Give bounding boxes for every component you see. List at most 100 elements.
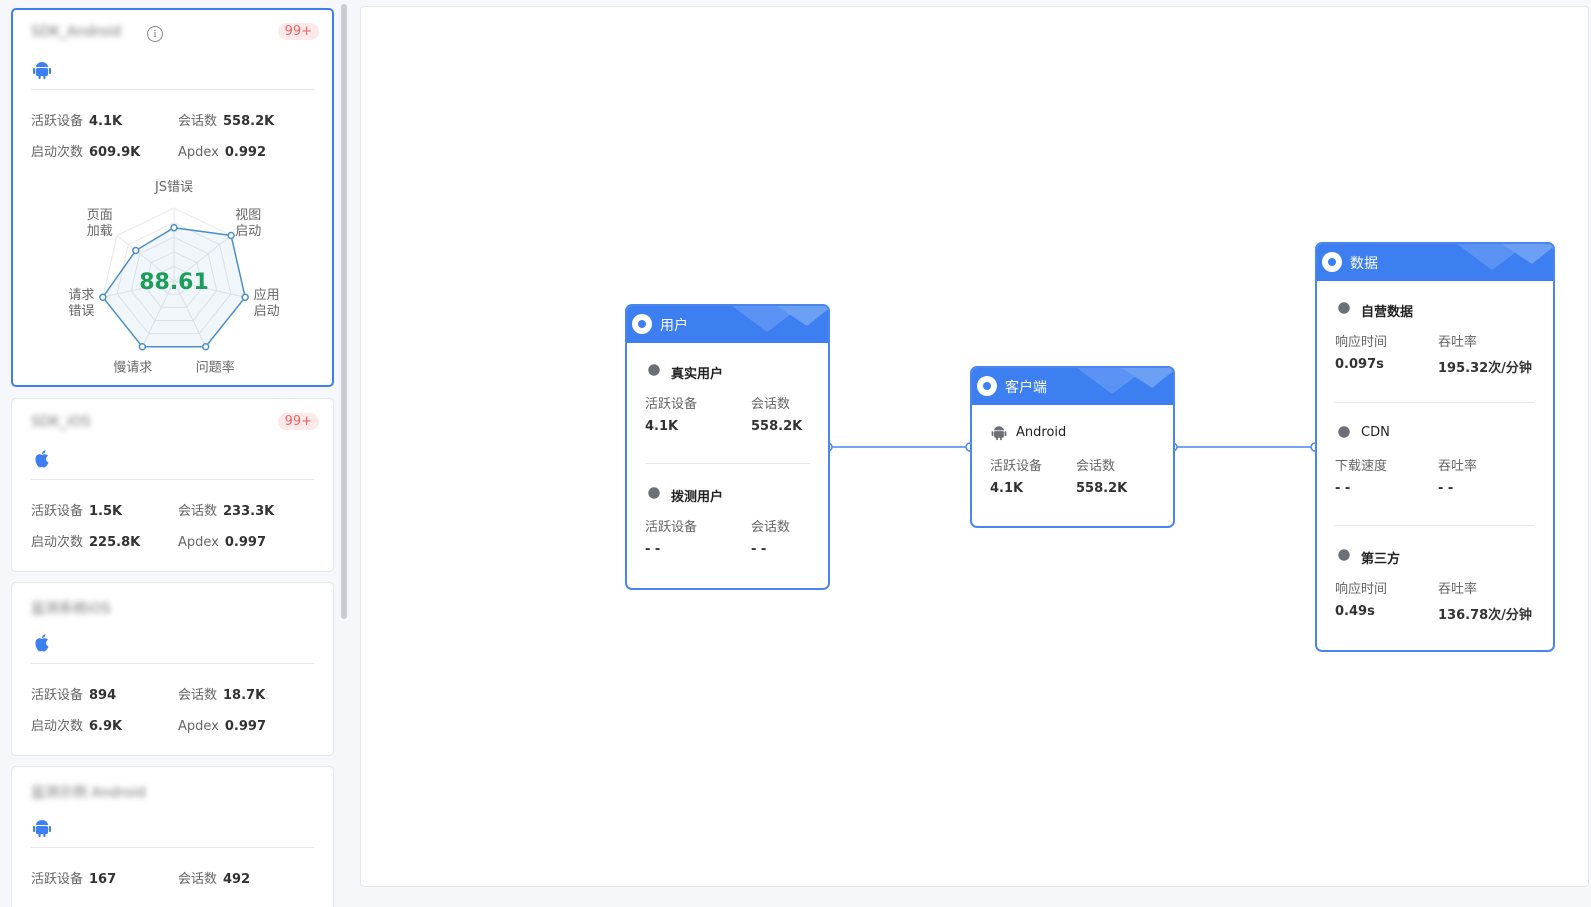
node-header: 客户端: [972, 368, 1173, 405]
node-title: 客户端: [1005, 380, 1047, 396]
app-card[interactable]: SDK_iOS 99+ 活跃设备 1.5K 会话数 233.3K 启动次数 225.8K Apd…: [11, 398, 334, 572]
android-leg: [43, 75, 46, 79]
info-icon[interactable]: i: [147, 26, 163, 42]
deco: [777, 306, 828, 326]
stat-value: 609.9K: [89, 145, 141, 160]
metric-label: 响应时间: [1335, 582, 1388, 597]
section-title: 自营数据: [1361, 305, 1414, 320]
radar-spoke: [141, 280, 175, 347]
radar-grid: [144, 251, 204, 308]
radar-axis-label-line: 启动: [235, 224, 261, 239]
stat: Apdex 0.997: [178, 531, 266, 550]
stat: 启动次数 6.9K: [31, 715, 122, 734]
metric-value: - -: [645, 542, 661, 557]
metric-value: 4.1K: [990, 481, 1024, 496]
stat-label: Apdex: [178, 145, 219, 160]
android-leg: [38, 833, 41, 837]
topology-canvas: 用户 真实用户 活跃设备 4.1K 会话数 558.2K 拨测用户 活跃设备 - - 会话数 - -…: [360, 6, 1589, 887]
radar-point: [99, 293, 107, 301]
radar-point: [132, 246, 140, 255]
stat-label: 启动次数: [31, 145, 84, 160]
android-arm: [33, 68, 36, 74]
metric-value: - -: [1335, 481, 1351, 496]
icon-shape: [648, 487, 660, 499]
app-name: 监测系统iOS: [31, 601, 111, 617]
metric-label: 会话数: [1076, 459, 1116, 474]
radar-axis-label: 应用启动: [254, 287, 280, 319]
android-icon: [33, 62, 51, 79]
stat-label: 活跃设备: [31, 114, 84, 129]
metric-value: 195.32次/分钟: [1438, 361, 1532, 376]
metric-value: 136.78次/分钟: [1438, 608, 1532, 623]
metric-value: 558.2K: [1076, 481, 1128, 496]
android-arm: [1004, 431, 1007, 437]
scrollbar[interactable]: [341, 4, 347, 619]
deco: [1077, 368, 1147, 394]
app-name: SDK_Android: [31, 24, 121, 40]
stat: 会话数 558.2K: [178, 110, 274, 129]
bullet: [1338, 426, 1350, 438]
app-card[interactable]: SDK_Android i 99+ 活跃设备 4.1K 会话数 558.2K 启动次数 609.…: [11, 8, 334, 387]
deco: [1122, 368, 1173, 388]
stat-value: 4.1K: [89, 114, 123, 129]
icon-shape: [33, 820, 51, 837]
node[interactable]: 用户 真实用户 活跃设备 4.1K 会话数 558.2K 拨测用户 活跃设备 - - 会话数 - -: [625, 304, 830, 590]
bullet: [648, 364, 660, 376]
metric-value: 0.49s: [1335, 604, 1375, 619]
deco: [1502, 244, 1553, 264]
radar-axis-label: JS错误: [154, 180, 193, 195]
stat-value: 0.997: [224, 535, 266, 550]
divider: [31, 847, 314, 848]
icon-shape: [991, 426, 1007, 441]
stat: 活跃设备 167: [31, 868, 116, 887]
stat: 活跃设备 1.5K: [31, 500, 122, 519]
stat-value: 233.3K: [223, 504, 275, 519]
metric-label: 吞吐率: [1438, 582, 1478, 597]
divider: [645, 463, 810, 464]
app-name: SDK_iOS: [31, 414, 91, 430]
app-card[interactable]: 监测系统iOS 活跃设备 894 会话数 18.7K 启动次数 6.9K Apdex 0.997: [11, 582, 334, 756]
icon-shape: [35, 634, 49, 652]
header-icon-inner: [1328, 258, 1336, 266]
node[interactable]: 客户端 Android 活跃设备 4.1K 会话数 558.2K: [970, 366, 1175, 528]
radar-axis-label-line: 加载: [87, 224, 113, 239]
app-card[interactable]: 监测示例 Android 活跃设备 167 会话数 492: [11, 766, 334, 907]
section-title: Android: [1016, 425, 1067, 440]
stat-label: 会话数: [178, 688, 218, 703]
android-body: [36, 68, 48, 76]
stat-label: Apdex: [178, 719, 219, 734]
android-body: [36, 826, 48, 834]
radar-spoke: [102, 280, 175, 298]
metric-value: - -: [1438, 481, 1454, 496]
stat-label: 会话数: [178, 872, 218, 887]
metric-label: 活跃设备: [990, 459, 1043, 474]
stat: 活跃设备 894: [31, 684, 116, 703]
node-header: 数据: [1317, 244, 1553, 281]
stat-label: 活跃设备: [31, 504, 84, 519]
dot-icon: [1338, 426, 1350, 438]
node-header: 用户: [627, 306, 828, 343]
radar-grid: [159, 265, 189, 295]
radar-spoke: [173, 280, 207, 347]
stat: Apdex 0.992: [178, 141, 266, 160]
android-head: [36, 62, 48, 67]
app-name: 监测示例 Android: [31, 785, 146, 801]
node[interactable]: 数据 自营数据 响应时间 0.097s 吞吐率 195.32次/分钟 CDN 下载速度 - - 吞…: [1315, 242, 1555, 652]
divider: [31, 479, 314, 480]
radar-point: [227, 231, 235, 240]
deco: [1457, 244, 1527, 270]
divider: [1335, 525, 1535, 526]
radar-axis-label: 慢请求: [113, 360, 152, 376]
radar-axis-label-line: 视图: [235, 208, 261, 223]
radar-axis-label-line: 错误: [68, 304, 94, 319]
android-arm: [48, 68, 51, 74]
bullet: [648, 487, 660, 499]
apple-leaf: [42, 634, 46, 638]
radar-axis-label-line: 页面: [87, 208, 113, 223]
metric-value: - -: [751, 542, 767, 557]
android-icon: [991, 426, 1007, 441]
stat: 会话数 18.7K: [178, 684, 265, 703]
icon-shape: [1338, 426, 1350, 438]
stat: 会话数 233.3K: [178, 500, 274, 519]
